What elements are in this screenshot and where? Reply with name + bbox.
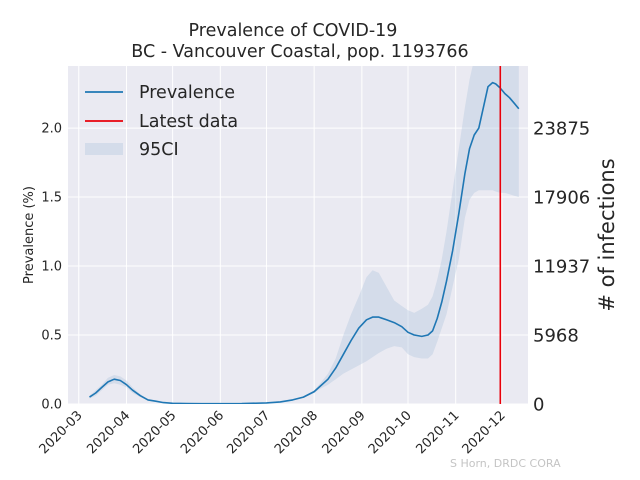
right-axis-label: # of infections (595, 158, 619, 311)
x-tick-label-3: 2020-06 (178, 408, 227, 457)
x-tick-label-6: 2020-09 (320, 408, 369, 457)
left-y-ticks: 0.0 0.5 1.0 1.5 2.0 (41, 122, 62, 413)
legend-label-2: 95CI (139, 140, 179, 160)
legend-label-1: Latest data (139, 112, 238, 132)
x-tick-label-0: 2020-03 (37, 408, 86, 457)
grid-lines (68, 66, 528, 405)
right-y-ticks: 0 5968 11937 17906 23875 (533, 119, 590, 416)
right-tick-label-0: 0 (533, 395, 544, 416)
y-tick-label-3: 1.5 (41, 191, 62, 206)
x-tick-label-2: 2020-05 (130, 408, 179, 457)
y-axis-label: Prevalence (%) (22, 186, 37, 284)
x-tick-label-7: 2020-10 (366, 408, 415, 457)
y-tick-label-2: 1.0 (41, 260, 62, 275)
right-tick-label-4: 23875 (533, 119, 590, 140)
ci-band (89, 66, 519, 404)
chart-title: Prevalence of COVID-19 (189, 21, 398, 41)
y-tick-label-0: 0.0 (41, 398, 62, 413)
x-tick-label-9: 2020-12 (460, 408, 509, 457)
x-tick-label-8: 2020-11 (414, 408, 463, 457)
legend: Prevalence Latest data 95CI (85, 83, 238, 160)
right-tick-label-2: 11937 (533, 257, 590, 278)
x-tick-label-1: 2020-04 (84, 408, 133, 457)
prevalence-line (89, 81, 520, 404)
plot-area (68, 66, 528, 404)
x-ticks: 2020-032020-042020-052020-062020-072020-… (37, 408, 509, 457)
plot-marks (89, 66, 520, 404)
y-tick-label-4: 2.0 (41, 122, 62, 137)
legend-swatch-2 (85, 143, 123, 155)
y-tick-label-1: 0.5 (41, 329, 62, 344)
credit-text: S Horn, DRDC CORA (450, 457, 561, 470)
right-tick-label-3: 17906 (533, 188, 590, 209)
right-tick-label-1: 5968 (533, 326, 579, 347)
chart-subtitle: BC - Vancouver Coastal, pop. 1193766 (131, 42, 468, 62)
x-tick-label-4: 2020-07 (224, 408, 273, 457)
legend-label-0: Prevalence (139, 83, 235, 103)
x-tick-label-5: 2020-08 (272, 408, 321, 457)
